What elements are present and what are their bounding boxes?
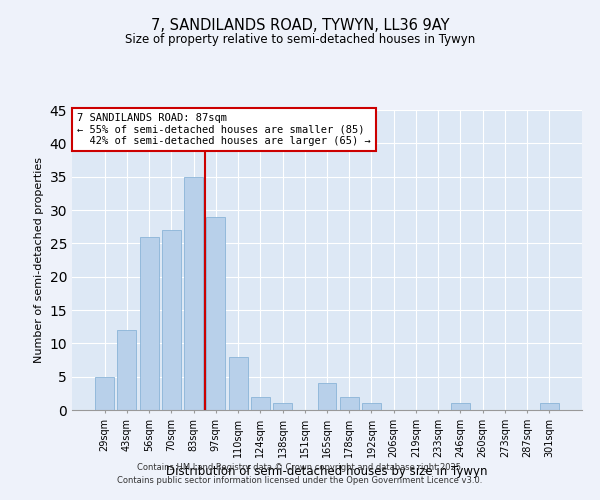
Bar xyxy=(206,216,225,410)
Bar xyxy=(340,396,359,410)
Text: 7, SANDILANDS ROAD, TYWYN, LL36 9AY: 7, SANDILANDS ROAD, TYWYN, LL36 9AY xyxy=(151,18,449,32)
Bar xyxy=(317,384,337,410)
Bar xyxy=(451,404,470,410)
Bar xyxy=(140,236,158,410)
Bar xyxy=(229,356,248,410)
Y-axis label: Number of semi-detached properties: Number of semi-detached properties xyxy=(34,157,44,363)
Bar xyxy=(118,330,136,410)
Bar xyxy=(251,396,270,410)
Text: 7 SANDILANDS ROAD: 87sqm
← 55% of semi-detached houses are smaller (85)
  42% of: 7 SANDILANDS ROAD: 87sqm ← 55% of semi-d… xyxy=(77,113,371,146)
Bar xyxy=(362,404,381,410)
Text: Size of property relative to semi-detached houses in Tywyn: Size of property relative to semi-detach… xyxy=(125,32,475,46)
Text: Contains HM Land Registry data © Crown copyright and database right 2025.
Contai: Contains HM Land Registry data © Crown c… xyxy=(118,463,482,485)
Bar xyxy=(184,176,203,410)
Bar xyxy=(273,404,292,410)
Bar xyxy=(540,404,559,410)
Bar xyxy=(162,230,181,410)
Bar xyxy=(95,376,114,410)
X-axis label: Distribution of semi-detached houses by size in Tywyn: Distribution of semi-detached houses by … xyxy=(166,466,488,478)
